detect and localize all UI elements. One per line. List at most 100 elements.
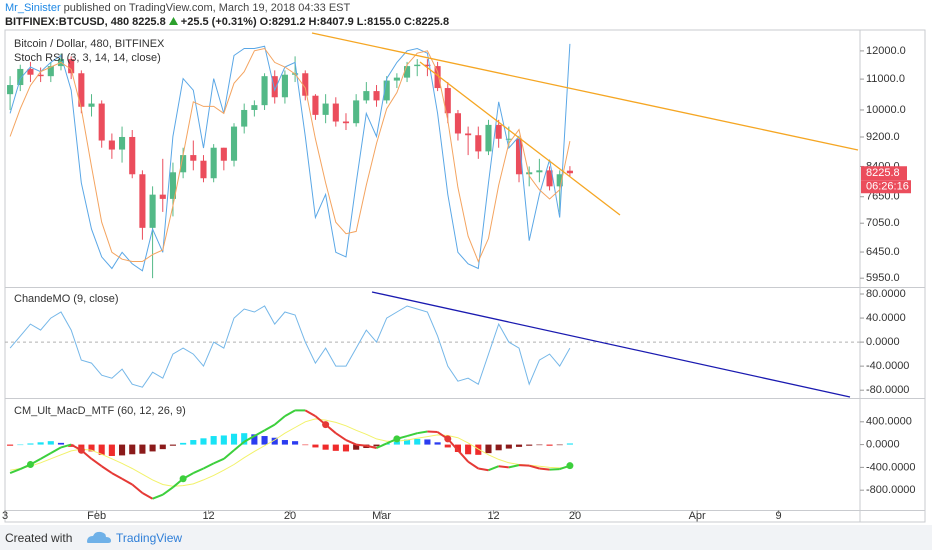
candle-body bbox=[27, 68, 34, 75]
macd-segment bbox=[152, 493, 164, 500]
pane-title: Bitcoin / Dollar, 480, BITFINEX bbox=[14, 38, 165, 50]
trend-line bbox=[311, 32, 859, 151]
timer-label: 06:26:16 bbox=[866, 181, 909, 193]
candle-body bbox=[281, 74, 288, 98]
y-tick-label: 7650.0 bbox=[866, 191, 900, 203]
macd-segment bbox=[264, 423, 276, 432]
candle-body bbox=[515, 138, 523, 175]
macd-segment bbox=[366, 444, 377, 449]
y-tick-label: 0.0000 bbox=[866, 336, 900, 348]
macd-segment bbox=[406, 432, 418, 438]
histogram-bar bbox=[515, 444, 523, 447]
macd-segment bbox=[467, 460, 479, 470]
macd-segment bbox=[478, 467, 489, 472]
candle-body bbox=[536, 170, 543, 173]
candle-body bbox=[434, 66, 441, 89]
candle-body bbox=[271, 76, 278, 98]
series-line bbox=[10, 418, 570, 487]
candle-body bbox=[342, 121, 350, 124]
y-tick-label: 40.0000 bbox=[866, 312, 906, 324]
candle-body bbox=[444, 88, 451, 114]
ohlc: H:8407.9 bbox=[308, 16, 354, 28]
cross-dot bbox=[444, 435, 452, 443]
candle-body bbox=[414, 64, 421, 67]
histogram-bar bbox=[7, 444, 14, 446]
histogram-bar bbox=[373, 444, 380, 447]
macd-segment bbox=[40, 452, 52, 460]
y-tick-label: 7050.0 bbox=[866, 217, 900, 229]
macd-segment bbox=[90, 458, 103, 468]
price-label: 8225.8 bbox=[866, 167, 900, 179]
cross-dot bbox=[393, 435, 401, 443]
histogram-bar bbox=[526, 444, 533, 446]
histogram-bar bbox=[505, 444, 512, 449]
histogram-bar bbox=[119, 444, 126, 456]
histogram-bar bbox=[312, 444, 319, 448]
macd-segment bbox=[335, 432, 347, 441]
candle-body bbox=[47, 66, 54, 77]
timer-box bbox=[861, 180, 911, 194]
macd-segment bbox=[131, 483, 144, 494]
histogram-bar bbox=[139, 444, 146, 454]
candle-body bbox=[424, 64, 431, 67]
macd-segment bbox=[528, 464, 540, 470]
candle-body bbox=[454, 113, 461, 134]
candle-body bbox=[546, 170, 553, 187]
histogram-bar bbox=[190, 440, 197, 445]
author[interactable]: Mr_Sinister bbox=[5, 2, 61, 14]
histogram-bar bbox=[475, 444, 482, 455]
trend-line bbox=[371, 291, 851, 398]
y-tick-label: -800.0000 bbox=[866, 484, 916, 496]
series-line bbox=[9, 47, 571, 263]
candle-body bbox=[17, 68, 24, 86]
candle-body bbox=[332, 103, 339, 122]
macd-segment bbox=[60, 443, 72, 449]
macd-segment bbox=[376, 442, 388, 449]
x-tick-label: 3 bbox=[2, 510, 8, 522]
histogram-bar bbox=[220, 435, 227, 445]
histogram-bar bbox=[241, 433, 248, 445]
x-tick-label: 20 bbox=[284, 510, 296, 522]
candle-body bbox=[475, 135, 482, 152]
symbol-line: BITFINEX:BTCUSD, 480 8225.8 +25.5 (+0.31%… bbox=[5, 15, 452, 29]
candle-body bbox=[37, 74, 44, 77]
change: +25.5 (+0.31%) bbox=[180, 16, 257, 28]
candle-body bbox=[465, 133, 472, 136]
histogram-bar bbox=[393, 441, 400, 445]
histogram-bar bbox=[465, 444, 472, 455]
histogram-bar bbox=[342, 444, 350, 452]
histogram-bar bbox=[281, 440, 288, 445]
y-tick-label: -400.0000 bbox=[866, 461, 916, 473]
brand[interactable]: TradingView bbox=[116, 531, 183, 545]
histogram-bar bbox=[251, 434, 258, 445]
macd-segment bbox=[162, 486, 174, 496]
macd-segment bbox=[101, 465, 113, 474]
histogram-bar bbox=[200, 438, 207, 445]
macd-segment bbox=[539, 467, 550, 471]
publish-line: Mr_Sinister published on TradingView.com,… bbox=[5, 1, 452, 15]
logo bbox=[87, 531, 111, 543]
cross-dot bbox=[26, 461, 34, 469]
histogram-bar bbox=[37, 442, 44, 445]
x-tick-label: Feb bbox=[87, 510, 106, 522]
candle-body bbox=[251, 105, 258, 110]
x-tick-label: 12 bbox=[202, 510, 214, 522]
y-tick-label: 80.0000 bbox=[866, 288, 906, 300]
x-tick-label: Mar bbox=[372, 510, 391, 522]
candle-body bbox=[68, 59, 75, 74]
candle-body bbox=[200, 160, 207, 179]
candle-body bbox=[119, 136, 126, 150]
histogram-bar bbox=[27, 443, 34, 445]
trend-line bbox=[419, 61, 621, 216]
up-arrow bbox=[168, 17, 178, 25]
cross-dot bbox=[77, 446, 85, 454]
candle-body bbox=[495, 124, 502, 139]
candle-body bbox=[383, 80, 390, 101]
histogram-bar bbox=[414, 438, 421, 445]
candle-body bbox=[302, 73, 309, 96]
candle-body bbox=[88, 103, 95, 107]
histogram-bar bbox=[230, 433, 238, 445]
created-with: Created with bbox=[5, 531, 73, 545]
